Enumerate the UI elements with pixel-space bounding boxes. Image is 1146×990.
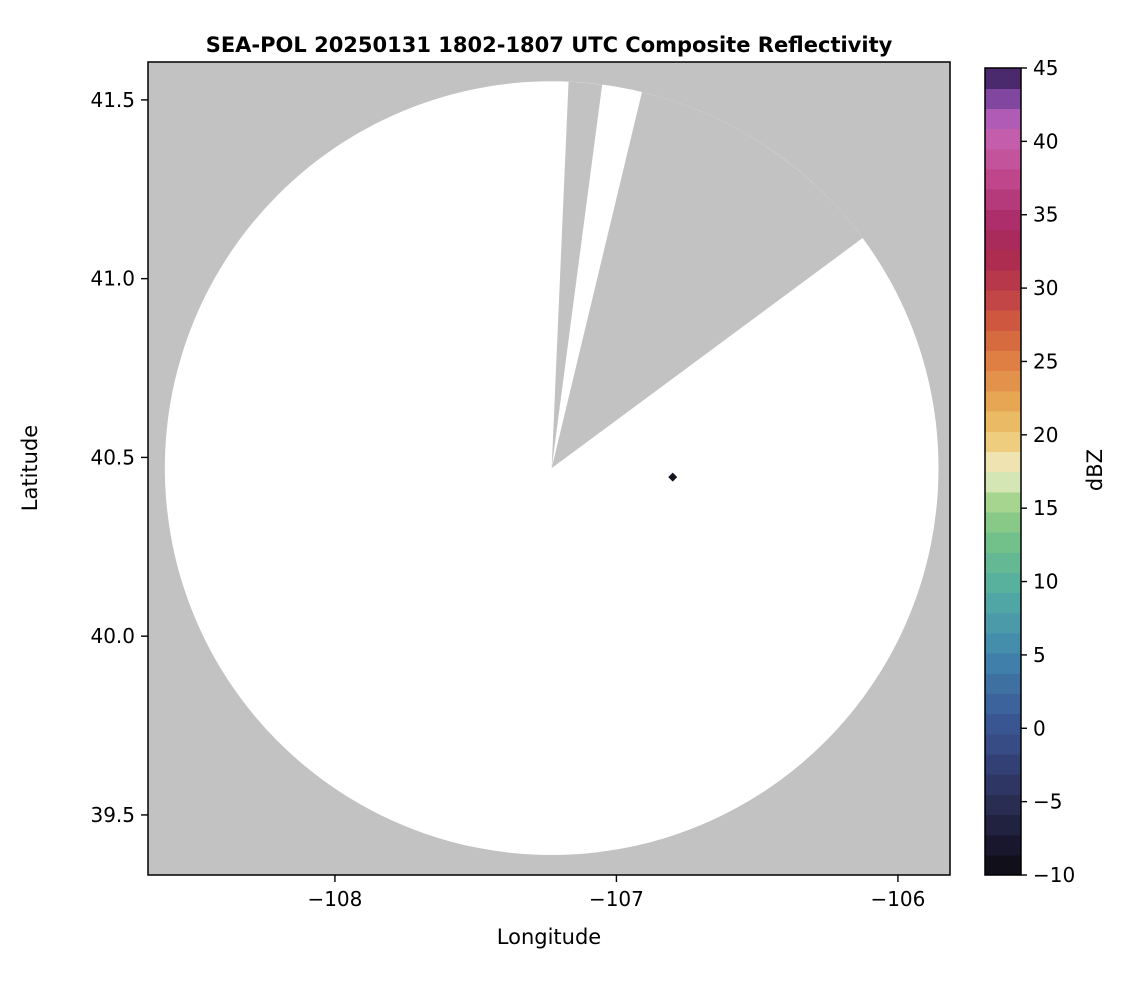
colorbar-band [985,390,1021,412]
colorbar-band [985,552,1021,573]
colorbar-frame [984,67,1022,876]
x-tick-label: −107 [589,887,644,911]
y-tick-label: 40.0 [90,624,135,648]
y-axis-label: Latitude [18,424,42,512]
missing-sector-1 [551,91,863,469]
plot-frame [147,61,951,876]
colorbar-band [985,68,1021,89]
x-tick-label: −106 [870,887,925,911]
colorbar-band [985,834,1021,856]
colorbar-band [985,189,1021,210]
y-tick-label: 41.0 [90,267,135,291]
colorbar-tick-label: 10 [1033,570,1058,594]
colorbar-band [985,330,1021,352]
colorbar-band [985,733,1021,755]
colorbar-band [985,148,1021,170]
colorbar-band [985,532,1021,553]
colorbar-band [985,451,1021,473]
colorbar-tick-label: 35 [1033,203,1058,227]
colorbar-band [985,774,1021,795]
colorbar-band [985,511,1021,533]
colorbar-band [985,209,1021,230]
colorbar-band [985,249,1021,271]
colorbar-band [985,592,1021,614]
colorbar-tick-label: 5 [1033,643,1046,667]
y-tick-label: 41.5 [90,88,135,112]
colorbar-band [985,814,1021,836]
x-tick-label: −108 [307,887,362,911]
colorbar-band [985,269,1021,291]
colorbar-band [985,108,1021,130]
colorbar-band [985,491,1021,513]
colorbar-band [985,350,1021,372]
colorbar-tick-label: 0 [1033,716,1046,740]
colorbar-band [985,88,1021,109]
colorbar-tick-label: 20 [1033,423,1058,447]
colorbar-band [985,289,1021,311]
colorbar-band [985,794,1021,816]
colorbar-tick-label: 40 [1033,129,1058,153]
colorbar-band [985,229,1021,251]
colorbar-tick-label: −5 [1033,790,1062,814]
colorbar-band [985,693,1021,715]
colorbar-band [985,854,1021,876]
colorbar-band [985,713,1021,735]
colorbar-tick-label: 15 [1033,496,1058,520]
colorbar-band [985,753,1021,775]
y-tick-label: 39.5 [90,803,135,827]
colorbar-tick-label: 25 [1033,349,1058,373]
chart-title: SEA-POL 20250131 1802-1807 UTC Composite… [205,33,893,57]
colorbar-band [985,673,1021,695]
colorbar-tick-label: 30 [1033,276,1058,300]
colorbar-band [985,410,1021,432]
missing-sector-0 [551,81,603,469]
colorbar-label: dBZ [1083,448,1107,492]
colorbar-band [985,431,1021,452]
colorbar-band [985,653,1021,674]
colorbar-band [985,128,1021,150]
colorbar-band [985,168,1021,190]
colorbar-tick-label: 45 [1033,56,1058,80]
colorbar-band [985,612,1021,634]
colorbar-band [985,310,1021,331]
colorbar-tick-label: −10 [1033,863,1075,887]
colorbar-band [985,632,1021,654]
echo-point [668,472,678,482]
colorbar-band [985,572,1021,594]
colorbar-band [985,471,1021,493]
x-axis-label: Longitude [496,925,602,949]
y-tick-label: 40.5 [90,445,135,469]
colorbar-band [985,370,1021,392]
